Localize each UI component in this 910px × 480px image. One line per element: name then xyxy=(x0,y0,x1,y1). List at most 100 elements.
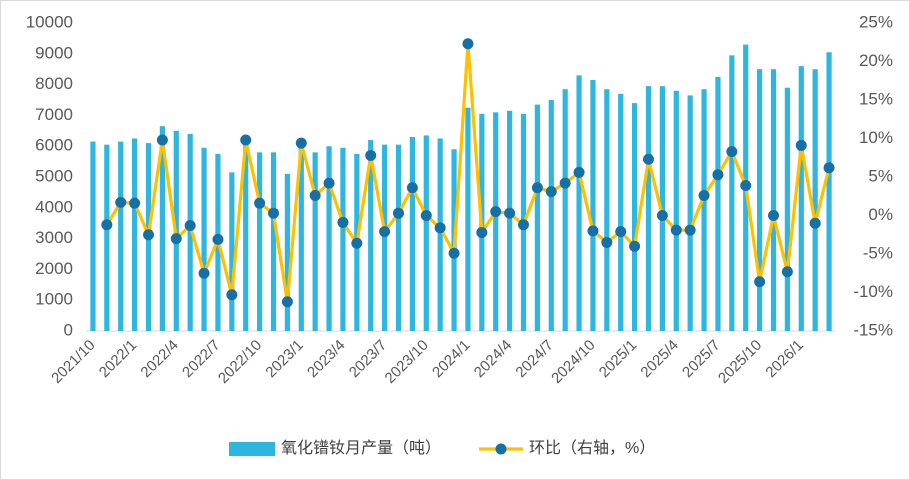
y2-tick-label: 10% xyxy=(859,128,893,147)
line-marker xyxy=(601,236,613,248)
y2-tick-label: 25% xyxy=(859,12,893,31)
y2-tick-label: -10% xyxy=(853,282,893,301)
bar xyxy=(395,144,402,331)
bar xyxy=(687,95,693,331)
x-tick-label: 2024/4 xyxy=(471,337,515,381)
line-marker xyxy=(781,266,793,278)
bar xyxy=(229,172,235,331)
bar xyxy=(826,52,832,331)
bar xyxy=(409,136,415,331)
line-marker xyxy=(406,182,418,194)
y-tick-label: 5000 xyxy=(35,166,73,185)
y-tick-label: 1000 xyxy=(35,290,73,309)
line-marker xyxy=(684,224,696,236)
line-marker xyxy=(476,226,488,238)
bar xyxy=(798,66,804,332)
legend-label: 环比（右轴，%） xyxy=(529,439,655,457)
legend-swatch xyxy=(495,443,507,455)
bar xyxy=(132,138,138,331)
bar xyxy=(465,107,471,331)
y-tick-label: 0 xyxy=(64,320,73,339)
line-marker xyxy=(615,226,627,238)
bar xyxy=(104,144,110,331)
bar xyxy=(770,69,777,331)
line-marker xyxy=(462,38,474,50)
line-marker xyxy=(629,240,641,252)
bar xyxy=(729,55,735,332)
line-marker xyxy=(643,153,654,165)
bar xyxy=(645,86,652,331)
line-marker xyxy=(559,177,571,189)
x-tick-label: 2025/10 xyxy=(715,337,765,387)
bar xyxy=(437,138,443,331)
y-tick-label: 2000 xyxy=(35,259,73,278)
line-marker xyxy=(323,177,335,189)
line-marker xyxy=(115,196,127,208)
bar xyxy=(159,126,165,332)
y2-tick-label: -5% xyxy=(863,243,893,262)
bar xyxy=(326,146,332,331)
y2-tick-label: 15% xyxy=(859,89,893,108)
line-marker xyxy=(281,296,293,308)
bar xyxy=(562,89,568,331)
y2-tick-label: 20% xyxy=(859,51,893,70)
line-marker xyxy=(337,216,349,228)
y2-tick-label: -15% xyxy=(853,320,893,339)
line-marker xyxy=(809,217,821,229)
line-marker xyxy=(129,197,141,209)
line-marker xyxy=(212,233,224,245)
line-marker xyxy=(795,139,807,151)
bar xyxy=(243,143,249,331)
line-marker xyxy=(726,146,738,158)
x-tick-label: 2024/10 xyxy=(548,337,598,387)
bar xyxy=(701,89,707,331)
line-marker xyxy=(754,276,766,288)
bar xyxy=(201,147,207,331)
line-marker xyxy=(198,267,210,279)
line-marker xyxy=(768,210,779,221)
line-marker xyxy=(823,162,835,174)
bar xyxy=(257,152,263,331)
line-marker xyxy=(143,229,154,241)
line-marker xyxy=(545,186,557,198)
line-marker xyxy=(240,134,252,146)
line-marker xyxy=(518,219,529,231)
bar xyxy=(784,87,790,332)
line-marker xyxy=(670,224,682,236)
line-marker xyxy=(295,137,307,149)
bar xyxy=(812,69,818,331)
y-tick-label: 10000 xyxy=(26,12,73,31)
bar xyxy=(90,141,96,331)
bar xyxy=(673,90,679,331)
x-tick-label: 2021/10 xyxy=(48,337,98,387)
x-tick-label: 2025/1 xyxy=(596,337,640,381)
bar xyxy=(340,147,346,331)
line-marker xyxy=(365,149,377,161)
line-marker xyxy=(156,134,168,146)
line-marker xyxy=(504,207,516,219)
bar xyxy=(493,112,499,331)
line-marker xyxy=(184,220,196,232)
line-marker xyxy=(698,189,710,201)
line-marker xyxy=(379,226,391,238)
bar xyxy=(382,144,388,331)
x-tick-label: 2022/10 xyxy=(215,337,265,387)
x-tick-label: 2023/1 xyxy=(262,337,306,381)
y-tick-label: 6000 xyxy=(35,136,73,155)
line-marker xyxy=(420,210,432,221)
bar xyxy=(576,75,582,331)
bar xyxy=(604,89,610,331)
legend-label: 氧化镨钕月产量（吨） xyxy=(281,439,441,457)
bar xyxy=(659,86,665,331)
y-tick-label: 3000 xyxy=(35,228,73,247)
y-tick-label: 8000 xyxy=(35,74,73,93)
x-tick-label: 2024/1 xyxy=(429,337,473,381)
bar xyxy=(618,93,624,331)
line-marker xyxy=(656,210,668,221)
bar xyxy=(534,104,540,332)
bar xyxy=(423,135,429,331)
y2-tick-label: 0% xyxy=(868,205,893,224)
bar xyxy=(715,76,721,332)
line-marker xyxy=(393,207,404,219)
